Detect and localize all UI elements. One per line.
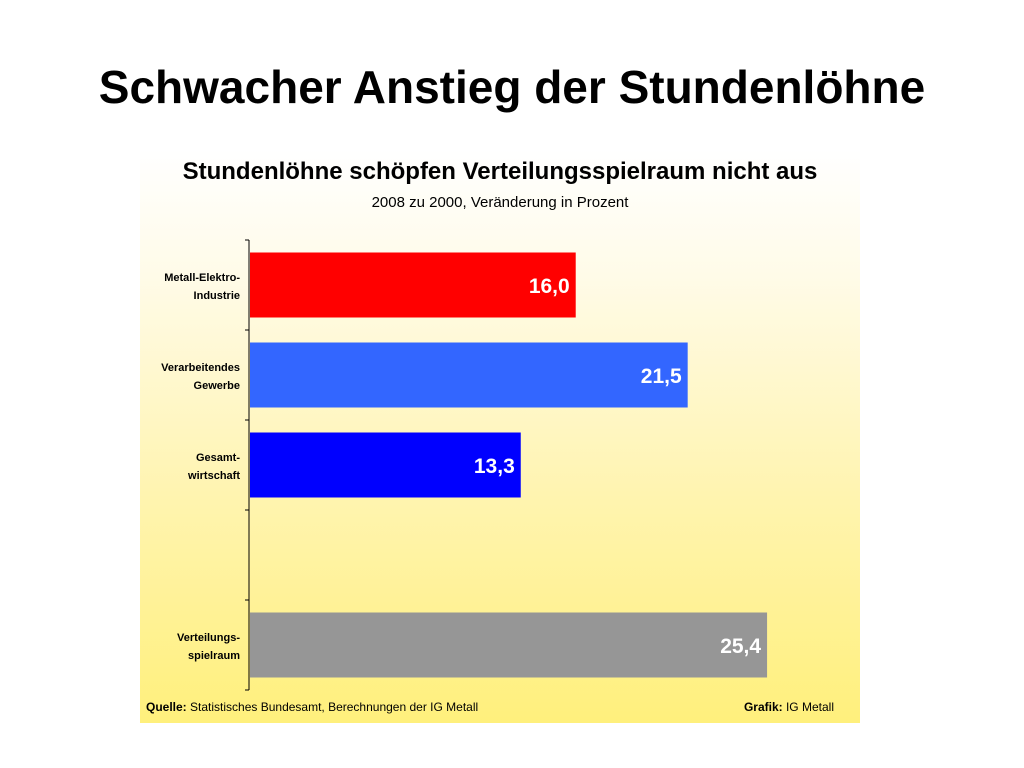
category-label: spielraum [188,650,240,662]
bar-value-label: 25,4 [720,635,761,658]
category-label: Verarbeitendes [161,362,240,374]
bar [250,432,521,498]
bar-value-label: 13,3 [474,455,515,478]
chart-panel: Stundenlöhne schöpfen Verteilungsspielra… [140,150,860,723]
bar-value-label: 16,0 [529,275,570,298]
grafik-text: IG Metall [782,700,834,714]
category-label: Metall-Elektro- [164,272,240,284]
source-text: Statistisches Bundesamt, Berechnungen de… [186,700,479,714]
bar-value-label: 21,5 [641,365,682,388]
category-label: Verteilungs- [177,632,240,644]
source-label: Quelle: [146,700,187,714]
bar [250,252,576,318]
category-label: wirtschaft [187,470,240,482]
bar-chart: Metall-Elektro- Industrie 16,0 Verarbeitend… [161,239,768,691]
source-note: Quelle: Statistisches Bundesamt, Berechn… [146,700,478,714]
chart-title: Stundenlöhne schöpfen Verteilungsspielra… [182,158,818,185]
chart-subtitle: 2008 zu 2000, Veränderung in Prozent [371,194,629,211]
category-label: Gewerbe [194,380,240,392]
grafik-note: Grafik: IG Metall [744,700,834,714]
bar [250,612,768,678]
category-label: Gesamt- [196,452,240,464]
bar [250,342,688,408]
category-label: Industrie [194,290,240,302]
grafik-label: Grafik: [743,700,783,714]
slide-title: Schwacher Anstieg der Stundenlöhne [98,61,926,113]
